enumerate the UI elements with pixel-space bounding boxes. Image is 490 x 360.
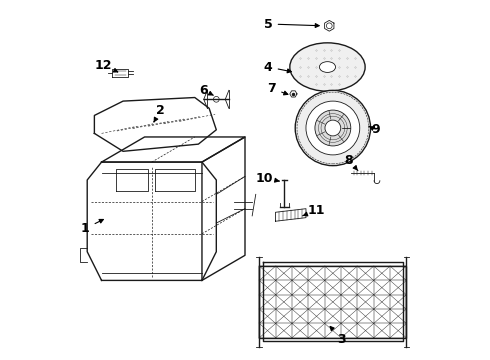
Circle shape — [325, 120, 341, 136]
Text: 7: 7 — [268, 82, 288, 95]
Text: 9: 9 — [369, 123, 380, 136]
Text: 10: 10 — [256, 172, 279, 185]
Circle shape — [295, 90, 370, 166]
Text: 8: 8 — [344, 154, 358, 171]
Text: 12: 12 — [95, 59, 118, 72]
Text: 3: 3 — [330, 327, 346, 346]
Text: 1: 1 — [81, 220, 103, 235]
Text: 2: 2 — [154, 104, 165, 122]
Ellipse shape — [290, 43, 365, 91]
Text: 5: 5 — [264, 18, 319, 31]
Bar — [259, 266, 406, 338]
Text: 11: 11 — [303, 204, 325, 217]
Circle shape — [315, 110, 351, 146]
Circle shape — [306, 101, 360, 155]
Text: 4: 4 — [264, 60, 291, 73]
Text: 6: 6 — [199, 84, 213, 97]
Ellipse shape — [319, 62, 336, 72]
